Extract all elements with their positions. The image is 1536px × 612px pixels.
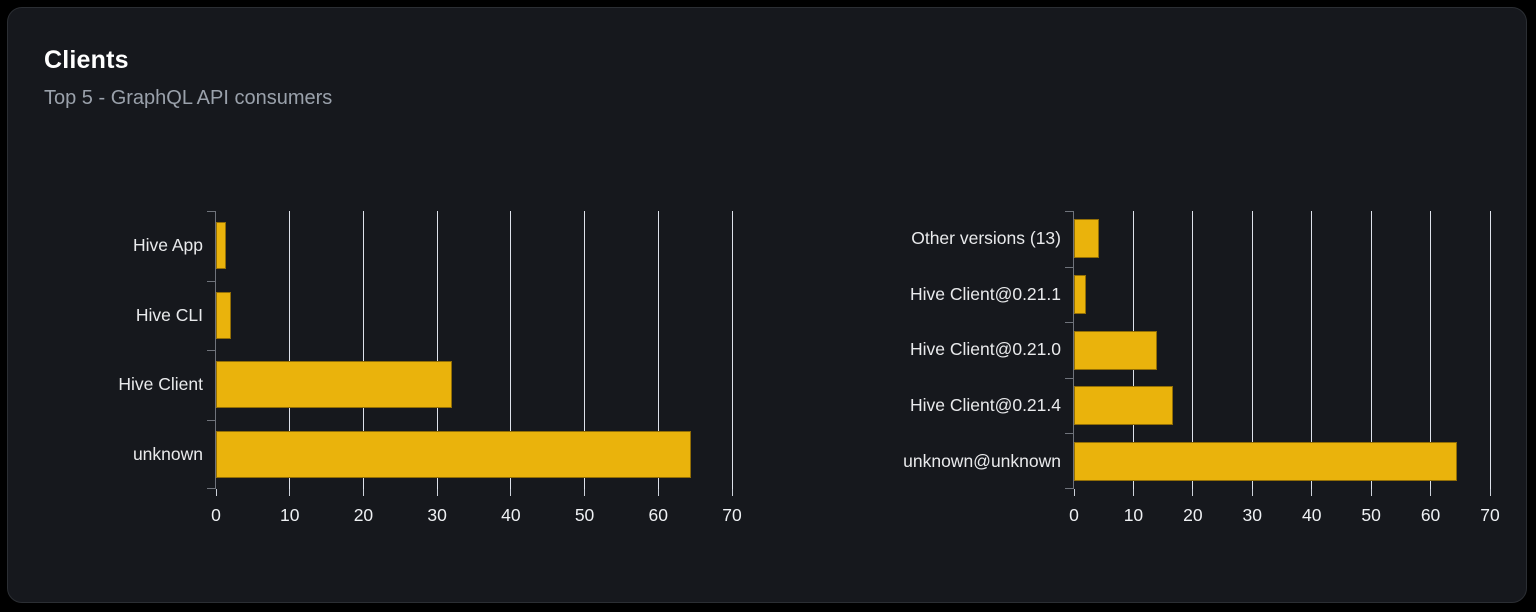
- card-header: Clients Top 5 - GraphQL API consumers: [44, 46, 332, 110]
- category-label: Hive CLI: [135, 304, 203, 325]
- x-tick-label: 70: [722, 505, 742, 525]
- x-tick-label: 30: [1242, 505, 1263, 525]
- gridline: [1370, 211, 1372, 489]
- y-axis-tick: [207, 280, 215, 282]
- category-label: Hive Client@0.21.1: [909, 283, 1061, 304]
- bar[interactable]: [1074, 219, 1099, 259]
- gridline: [1251, 211, 1253, 489]
- card-title: Clients: [44, 46, 129, 74]
- y-axis-tick: [1065, 266, 1073, 268]
- y-axis-tick: [1065, 322, 1073, 324]
- x-tick-label: 20: [1183, 505, 1203, 525]
- x-axis-tick: [1370, 489, 1372, 496]
- category-label: unknown@unknown: [903, 450, 1061, 471]
- x-axis-tick: [1192, 489, 1194, 496]
- x-tick-label: 50: [1361, 505, 1381, 525]
- bar[interactable]: [1074, 274, 1086, 314]
- clients-bar-chart: Hive App Hive CLI Hive Client unknown 0 10 20 3…: [34, 211, 804, 551]
- plot-area: 0 10 20 30 40 50 60 70: [1065, 211, 1500, 525]
- y-axis-line: [215, 211, 216, 489]
- x-tick-label: 10: [1123, 505, 1144, 525]
- clients-card: Clients Top 5 - GraphQL API consumers Hi…: [7, 7, 1527, 603]
- x-axis-tick: [289, 489, 291, 496]
- x-tick-label: 40: [501, 505, 521, 525]
- y-axis-tick: [1065, 488, 1073, 489]
- bar[interactable]: [1074, 386, 1174, 426]
- x-tick-label: 40: [1301, 505, 1322, 525]
- x-tick-label: 0: [1069, 505, 1079, 525]
- x-axis-tick: [1132, 489, 1134, 496]
- y-axis-tick: [207, 211, 215, 212]
- client-versions-bar-chart: Other versions (13) Hive Client@0.21.1 Hiv…: [834, 211, 1524, 551]
- category-label: Hive Client: [118, 374, 203, 395]
- gridline: [436, 211, 438, 489]
- bar[interactable]: [216, 430, 692, 478]
- x-axis-tick: [436, 489, 438, 496]
- x-axis-tick: [362, 489, 364, 496]
- gridline: [1489, 211, 1491, 489]
- y-axis-tick: [207, 488, 215, 489]
- gridline: [1192, 211, 1194, 489]
- x-tick-label: 0: [211, 505, 221, 525]
- x-tick-label: 10: [279, 505, 300, 525]
- bar[interactable]: [216, 361, 452, 409]
- y-axis-tick: [207, 350, 215, 351]
- x-tick-label: 20: [353, 505, 374, 525]
- category-label: Hive Client@0.21.4: [909, 395, 1061, 416]
- card-subtitle: Top 5 - GraphQL API consumers: [44, 87, 333, 109]
- gridline: [584, 211, 586, 489]
- gridline: [1430, 211, 1432, 489]
- x-axis-tick: [584, 489, 586, 496]
- plot-area: 0 10 20 30 40 50 60 70: [207, 211, 742, 525]
- y-axis-tick: [207, 419, 215, 421]
- gridline: [731, 211, 733, 489]
- bar[interactable]: [216, 291, 231, 339]
- x-tick-label: 60: [1420, 505, 1441, 525]
- x-axis-tick: [1430, 489, 1432, 496]
- bar[interactable]: [1074, 441, 1458, 481]
- x-axis-tick: [657, 489, 659, 496]
- x-axis-tick: [215, 489, 217, 496]
- bar[interactable]: [216, 222, 227, 270]
- x-axis-tick: [1073, 489, 1075, 496]
- x-axis-tick: [1311, 489, 1313, 496]
- x-axis-tick: [510, 489, 512, 496]
- x-tick-label: 30: [427, 505, 447, 525]
- gridline: [289, 211, 291, 489]
- gridline: [1311, 211, 1313, 489]
- y-axis-line: [1073, 211, 1074, 489]
- category-label: Other versions (13): [911, 228, 1061, 249]
- y-axis-tick: [1065, 433, 1073, 435]
- gridline: [362, 211, 364, 489]
- x-tick-label: 50: [574, 505, 595, 525]
- x-axis-tick: [731, 489, 733, 496]
- gridline: [657, 211, 659, 489]
- y-axis-tick: [1065, 211, 1073, 212]
- category-label: Hive App: [132, 235, 203, 256]
- gridline: [510, 211, 512, 489]
- x-tick-label: 70: [1480, 505, 1500, 525]
- x-axis-tick: [1251, 489, 1253, 496]
- category-label: unknown: [132, 443, 203, 464]
- category-label: Hive Client@0.21.0: [909, 339, 1061, 360]
- x-axis-tick: [1489, 489, 1491, 496]
- y-axis-tick: [1065, 377, 1073, 379]
- bar[interactable]: [1074, 330, 1158, 370]
- x-tick-label: 60: [648, 505, 669, 525]
